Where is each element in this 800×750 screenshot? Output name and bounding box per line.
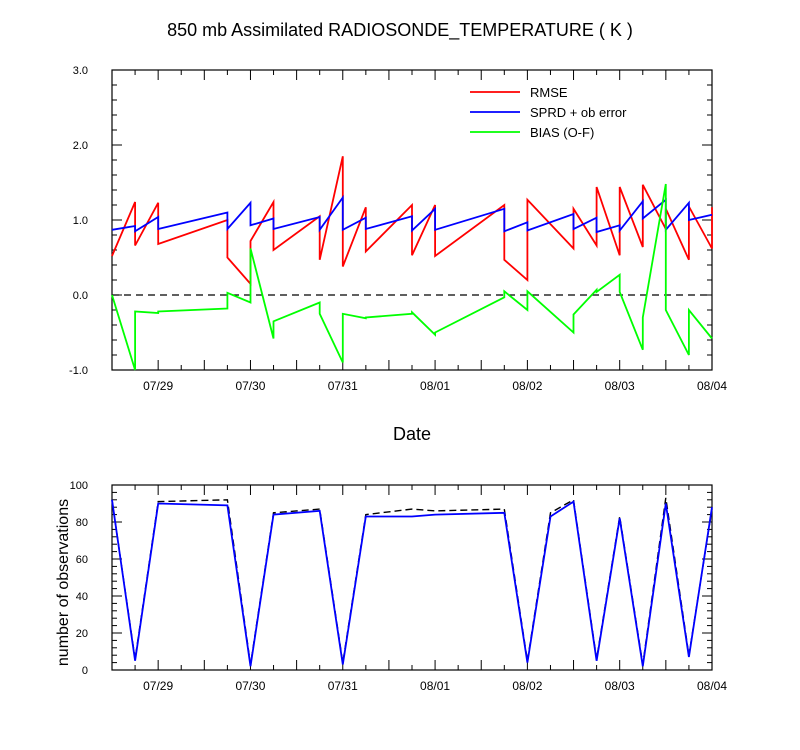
x-tick-label: 08/01 xyxy=(420,379,450,393)
x-tick-label: 08/02 xyxy=(512,379,542,393)
y-tick-label: 1.0 xyxy=(73,215,88,227)
y-tick-label: 0.0 xyxy=(73,290,88,302)
y-tick-label: 100 xyxy=(70,480,88,492)
x-tick-label: 08/04 xyxy=(697,679,727,693)
x-axis-label: Date xyxy=(393,424,431,444)
series-line-bias-o-f xyxy=(111,183,713,371)
x-tick-label: 07/29 xyxy=(143,379,173,393)
x-tick-label: 07/30 xyxy=(235,679,265,693)
x-tick-label: 08/02 xyxy=(512,679,542,693)
chart-title: 850 mb Assimilated RADIOSONDE_TEMPERATUR… xyxy=(167,20,633,40)
y-axis-label: number of observations xyxy=(55,499,72,666)
x-tick-label: 08/03 xyxy=(605,379,635,393)
series-line-solid-2 xyxy=(111,499,713,667)
legend-label: BIAS (O-F) xyxy=(530,125,594,140)
y-tick-label: 20 xyxy=(76,628,88,640)
series-line-dashed-1 xyxy=(111,497,713,665)
x-tick-label: 07/29 xyxy=(143,679,173,693)
series-line-sprd-ob-error xyxy=(111,194,713,234)
x-tick-label: 07/31 xyxy=(328,679,358,693)
y-tick-label: 60 xyxy=(76,554,88,566)
x-tick-label: 08/04 xyxy=(697,379,727,393)
y-tick-label: 80 xyxy=(76,517,88,529)
y-tick-label: 0 xyxy=(82,665,88,677)
x-tick-label: 08/01 xyxy=(420,679,450,693)
plot-frame-2 xyxy=(111,484,713,671)
y-tick-label: 40 xyxy=(76,591,88,603)
x-tick-label: 08/03 xyxy=(605,679,635,693)
legend-label: SPRD + ob error xyxy=(530,105,627,120)
y-tick-label: 2.0 xyxy=(73,140,88,152)
legend-label: RMSE xyxy=(530,85,568,100)
y-tick-label: -1.0 xyxy=(69,365,88,377)
x-tick-label: 07/30 xyxy=(235,379,265,393)
x-tick-label: 07/31 xyxy=(328,379,358,393)
y-tick-label: 3.0 xyxy=(73,65,88,77)
